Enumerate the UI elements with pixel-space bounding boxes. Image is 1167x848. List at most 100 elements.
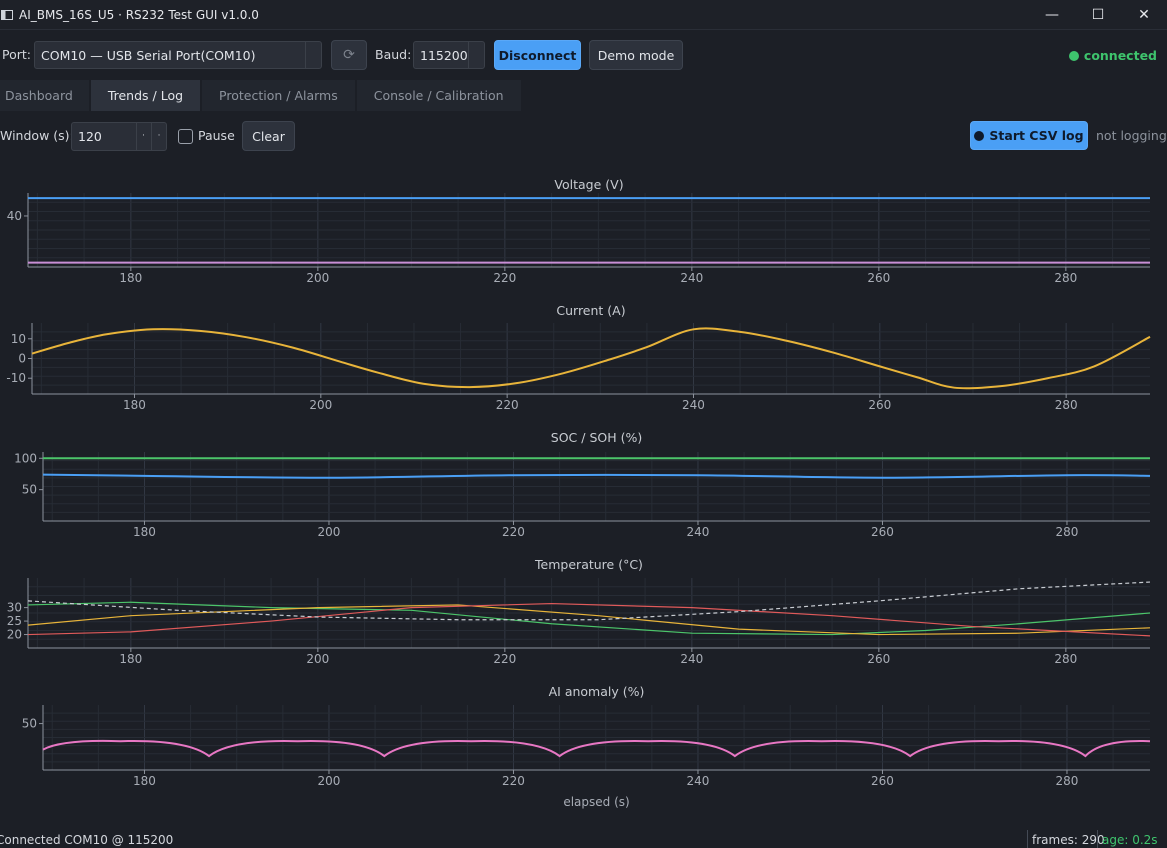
spin-down-icon[interactable]: ·	[151, 123, 166, 150]
window-label: Window (s):	[0, 128, 74, 143]
demo-mode-button[interactable]: Demo mode	[589, 40, 683, 70]
port-select-value: COM10 — USB Serial Port(COM10)	[41, 48, 256, 63]
spin-up-icon[interactable]: ·	[136, 123, 150, 150]
x-tick-label: 260	[867, 652, 890, 666]
series-line-2	[27, 604, 1151, 636]
window-spinbox[interactable]: 120 · ·	[71, 122, 167, 151]
y-tick-label: 40	[7, 209, 22, 223]
status-age: age: 0.2s	[1097, 830, 1158, 848]
y-tick-label: 30	[7, 601, 22, 615]
chart-title: Voltage (V)	[554, 177, 623, 192]
series-line-4	[27, 581, 1151, 621]
chart-panel-3: SOC / SOH (%) 180 200 220 240 260 280 100 50	[14, 430, 1151, 539]
x-tick-label: 240	[680, 271, 703, 285]
chevron-down-icon	[468, 42, 484, 68]
chart-panel-1: Voltage (V) 180 200 220 240 260 280 40	[7, 177, 1150, 285]
pause-label: Pause	[198, 128, 235, 143]
x-tick-label: 180	[123, 398, 146, 412]
connection-status: connected	[1068, 48, 1157, 63]
clear-button[interactable]: Clear	[242, 121, 295, 151]
y-tick-label: 25	[7, 614, 22, 628]
x-tick-label: 220	[493, 652, 516, 666]
status-frames: frames: 290	[1027, 830, 1105, 848]
tab-console-calibration[interactable]: Console / Calibration	[356, 80, 523, 111]
chart-title: Current (A)	[556, 303, 625, 318]
tab-dashboard[interactable]: Dashboard	[0, 80, 91, 111]
series-line-1	[42, 739, 1151, 758]
window-title: AI_BMS_16S_U5 · RS232 Test GUI v1.0.0	[19, 7, 259, 22]
chart-panel-2: Current (A) 180 200 220 240 260 280 10 0 -10	[6, 303, 1151, 412]
pause-checkbox[interactable]	[178, 129, 193, 144]
title-bar: AI_BMS_16S_U5 · RS232 Test GUI v1.0.0 — …	[0, 0, 1167, 30]
connection-status-text: connected	[1083, 48, 1157, 63]
tab-bar: Dashboard Trends / Log Protection / Alar…	[0, 80, 523, 111]
status-bar: Connected COM10 @ 115200 frames: 290 age…	[0, 828, 1167, 848]
tab-protection-alarms[interactable]: Protection / Alarms	[202, 80, 357, 111]
x-axis-label: elapsed (s)	[563, 795, 629, 809]
series-line-2	[42, 473, 1151, 479]
x-tick-label: 200	[306, 652, 329, 666]
series-line-1	[31, 327, 1151, 390]
x-tick-label: 200	[318, 774, 341, 788]
x-tick-label: 260	[868, 398, 891, 412]
x-tick-label: 240	[687, 774, 710, 788]
x-tick-label: 220	[496, 398, 519, 412]
x-tick-label: 180	[133, 525, 156, 539]
minimize-button[interactable]: —	[1045, 7, 1059, 23]
refresh-ports-button[interactable]: ⟳	[331, 40, 367, 70]
x-tick-label: 280	[1055, 398, 1078, 412]
maximize-button[interactable]: ☐	[1091, 7, 1105, 23]
y-tick-label: 20	[7, 628, 22, 642]
x-tick-label: 200	[309, 398, 332, 412]
baud-select[interactable]: 115200	[413, 41, 485, 69]
disconnect-button[interactable]: Disconnect	[494, 40, 581, 70]
app-icon	[1, 9, 13, 20]
x-tick-label: 240	[682, 398, 705, 412]
connection-toolbar: Port: COM10 — USB Serial Port(COM10) ⟳ B…	[0, 40, 1167, 70]
x-tick-label: 240	[687, 525, 710, 539]
status-dot-icon	[1068, 51, 1079, 61]
y-tick-label: 50	[22, 717, 37, 731]
y-tick-label: 50	[22, 483, 37, 497]
chart-panel-5: AI anomaly (%) 180 200 220 240 260 280 50 elapse…	[22, 684, 1151, 809]
baud-select-value: 115200	[420, 48, 468, 63]
window-controls: — ☐ ✕	[1029, 0, 1167, 30]
close-button[interactable]: ✕	[1138, 7, 1150, 23]
series-line-3	[27, 602, 1151, 637]
x-tick-label: 280	[1054, 271, 1077, 285]
refresh-icon: ⟳	[343, 47, 355, 63]
series-line-1	[27, 601, 1151, 636]
y-tick-label: -10	[6, 371, 26, 385]
logging-status: not logging	[1096, 128, 1167, 143]
x-tick-label: 260	[871, 525, 894, 539]
status-connection: Connected COM10 @ 115200	[0, 833, 174, 847]
x-tick-label: 260	[871, 774, 894, 788]
trend-controls: Window (s): 120 · · Pause Clear Start CS…	[0, 121, 1167, 151]
start-csv-log-button[interactable]: Start CSV log	[970, 121, 1088, 150]
x-tick-label: 280	[1054, 652, 1077, 666]
y-tick-label: 10	[11, 332, 26, 346]
csv-button-label: Start CSV log	[989, 128, 1084, 143]
x-tick-label: 220	[502, 525, 525, 539]
x-tick-label: 280	[1056, 774, 1079, 788]
x-tick-label: 240	[680, 652, 703, 666]
chart-title: Temperature (°C)	[534, 557, 643, 572]
tab-trends-log[interactable]: Trends / Log	[90, 80, 203, 111]
y-tick-label: 0	[18, 352, 26, 366]
chevron-down-icon	[305, 42, 321, 68]
x-tick-label: 180	[119, 652, 142, 666]
x-tick-label: 220	[502, 774, 525, 788]
x-tick-label: 180	[119, 271, 142, 285]
x-tick-label: 220	[493, 271, 516, 285]
port-select[interactable]: COM10 — USB Serial Port(COM10)	[34, 41, 322, 69]
x-tick-label: 280	[1056, 525, 1079, 539]
record-icon	[974, 130, 985, 141]
x-tick-label: 180	[133, 774, 156, 788]
x-tick-label: 200	[318, 525, 341, 539]
port-label: Port:	[2, 47, 31, 62]
x-tick-label: 260	[867, 271, 890, 285]
chart-title: SOC / SOH (%)	[551, 430, 642, 445]
chart-title: AI anomaly (%)	[549, 684, 645, 699]
